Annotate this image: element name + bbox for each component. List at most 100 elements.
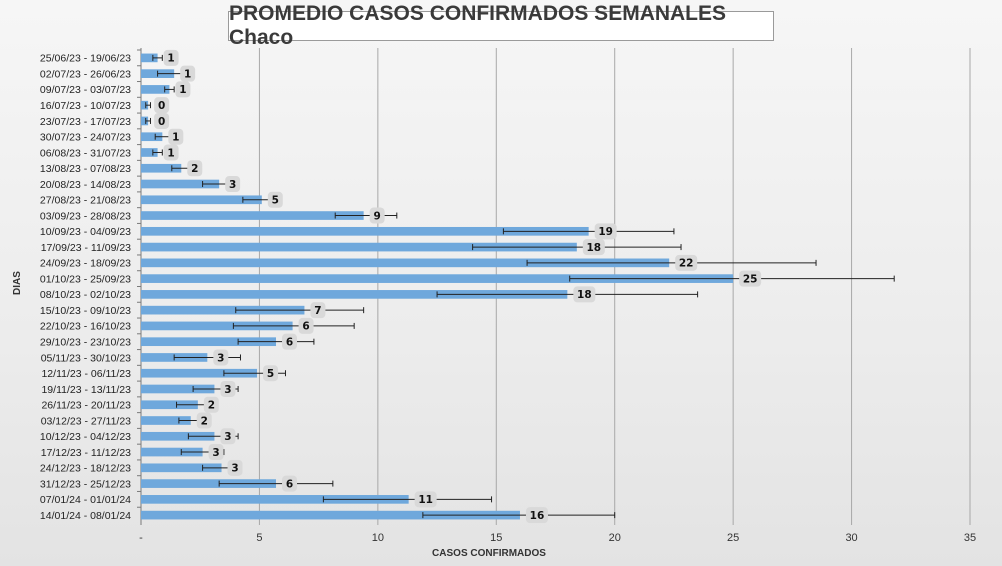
category-label: 05/11/23 - 30/10/23 xyxy=(41,352,131,364)
data-label: 1 xyxy=(172,132,179,144)
category-label: 06/08/23 - 31/07/23 xyxy=(40,147,131,159)
bar xyxy=(141,226,589,236)
category-label: 26/11/23 - 20/11/23 xyxy=(41,400,131,412)
data-label-bg xyxy=(369,207,385,224)
bar xyxy=(141,479,277,488)
category-label: 24/12/23 - 18/12/23 xyxy=(40,463,131,475)
bar xyxy=(141,321,293,331)
data-label-bg xyxy=(414,491,437,508)
data-label-bg xyxy=(739,270,762,287)
bar xyxy=(141,148,158,157)
y-axis-title: DIAS xyxy=(12,271,23,295)
data-label: 3 xyxy=(224,384,231,396)
data-label-bg xyxy=(267,191,283,208)
x-axis-title: CASOS CONFIRMADOS xyxy=(432,548,546,559)
x-tick-label: 25 xyxy=(727,532,739,544)
bar xyxy=(141,163,182,173)
data-label-bg xyxy=(168,128,184,145)
data-label-bg xyxy=(203,396,219,413)
category-label: 08/10/23 - 02/10/23 xyxy=(40,289,131,301)
data-label: 3 xyxy=(229,179,236,191)
data-label-bg xyxy=(525,507,548,524)
x-tick-labels: - 5 10 15 20 25 30 35 xyxy=(139,532,976,544)
data-label: 3 xyxy=(217,352,224,364)
data-label: 2 xyxy=(201,415,208,427)
bar xyxy=(141,100,149,110)
category-label: 16/07/23 - 10/07/23 xyxy=(40,100,131,112)
category-label: 15/10/23 - 09/10/23 xyxy=(40,305,131,317)
data-label: 6 xyxy=(286,478,293,490)
data-label: 18 xyxy=(577,289,592,301)
data-label: 0 xyxy=(158,100,165,112)
data-label: 16 xyxy=(530,510,545,522)
data-label-bg xyxy=(220,428,236,445)
data-label: 3 xyxy=(231,463,238,475)
category-label: 12/11/23 - 06/11/23 xyxy=(41,368,131,380)
data-label-bg xyxy=(187,160,203,177)
bar xyxy=(141,258,670,268)
bar xyxy=(141,242,577,252)
data-label: 2 xyxy=(208,400,215,412)
data-label-bg xyxy=(227,459,243,476)
bar xyxy=(141,211,364,220)
bar xyxy=(141,400,198,410)
gridlines xyxy=(137,48,971,525)
data-label: 5 xyxy=(267,368,274,380)
x-tick-label: 10 xyxy=(372,532,384,544)
bar xyxy=(141,116,149,126)
data-label-bg xyxy=(180,65,196,82)
data-label: 9 xyxy=(373,210,380,222)
data-label: 0 xyxy=(158,116,165,128)
data-label: 5 xyxy=(272,195,279,207)
category-label: 03/12/23 - 27/11/23 xyxy=(41,415,131,427)
x-tick-label: 5 xyxy=(256,532,262,544)
category-label: 10/09/23 - 04/09/23 xyxy=(40,226,131,238)
bar xyxy=(141,495,409,504)
category-labels: 25/06/23 - 19/06/23 02/07/23 - 26/06/23 09… xyxy=(40,53,131,522)
bar xyxy=(141,416,191,425)
data-label: 6 xyxy=(302,321,309,333)
category-label: 19/11/23 - 13/11/23 xyxy=(41,384,131,396)
bar xyxy=(141,368,258,378)
data-label: 6 xyxy=(286,336,293,348)
data-label: 22 xyxy=(679,258,694,270)
category-label: 23/07/23 - 17/07/23 xyxy=(40,116,131,128)
bars xyxy=(141,53,734,520)
data-label-bg xyxy=(154,112,170,129)
data-label-bg xyxy=(310,302,326,319)
category-label: 03/09/23 - 28/08/23 xyxy=(40,210,131,222)
bar xyxy=(141,290,568,299)
data-label-bg xyxy=(225,176,241,193)
bar xyxy=(141,510,520,520)
bar xyxy=(141,431,215,441)
data-label: 3 xyxy=(212,447,219,459)
data-label: 7 xyxy=(314,305,321,317)
data-label-bg xyxy=(196,412,212,429)
data-label: 11 xyxy=(418,494,433,506)
category-label: 27/08/23 - 21/08/23 xyxy=(40,195,131,207)
x-tick-label: 15 xyxy=(490,532,502,544)
x-tick-label: 30 xyxy=(845,532,857,544)
bar xyxy=(141,195,262,205)
category-label: 17/12/23 - 11/12/23 xyxy=(41,447,131,459)
data-label-bg xyxy=(263,365,279,382)
category-label: 20/08/23 - 14/08/23 xyxy=(40,179,131,191)
category-label: 29/10/23 - 23/10/23 xyxy=(40,336,131,348)
data-label: 1 xyxy=(167,147,174,159)
data-label-bg xyxy=(175,81,191,98)
data-label-bg xyxy=(213,349,229,366)
data-label: 2 xyxy=(191,163,198,175)
x-tick-label: 20 xyxy=(609,532,621,544)
x-tick-label: - xyxy=(139,532,143,544)
category-label: 10/12/23 - 04/12/23 xyxy=(40,431,131,443)
bar xyxy=(141,447,203,457)
data-label-bg xyxy=(208,444,224,461)
data-label-bg xyxy=(594,223,617,240)
error-bars xyxy=(145,54,895,519)
data-label: 1 xyxy=(179,84,186,96)
data-label-bg xyxy=(675,254,698,271)
data-label: 25 xyxy=(743,273,758,285)
data-label: 3 xyxy=(224,431,231,443)
